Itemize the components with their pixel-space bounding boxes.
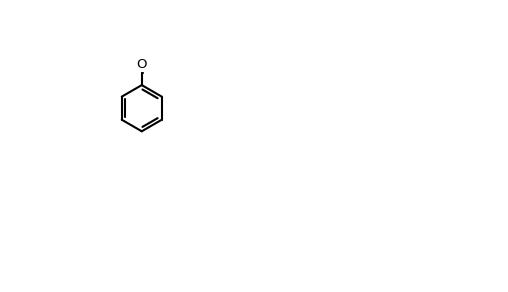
- Text: O: O: [137, 58, 147, 71]
